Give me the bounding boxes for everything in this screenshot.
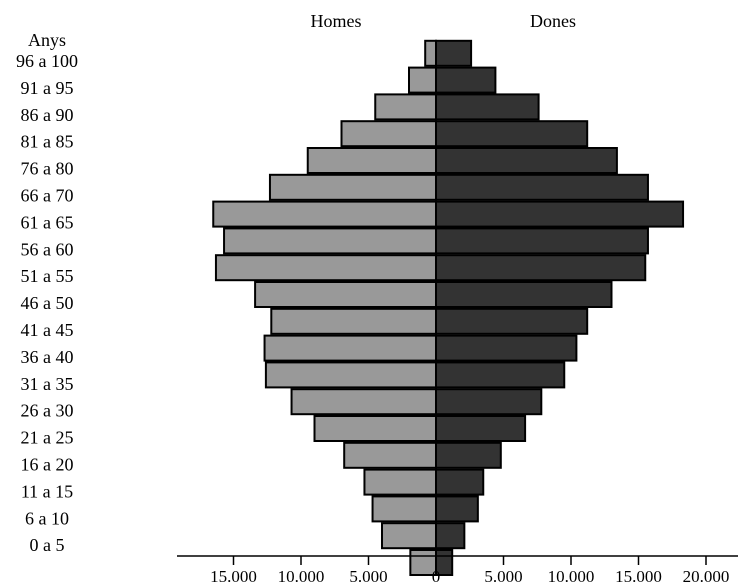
bar-homes (264, 361, 437, 389)
bars-homes (212, 39, 438, 576)
bar-dones (435, 173, 649, 201)
bar-dones (435, 281, 613, 308)
x-tick-label: 20.000 (683, 567, 730, 586)
bar-homes (313, 415, 437, 442)
age-group-label: 66 a 70 (21, 186, 74, 206)
bar-dones (435, 334, 578, 362)
bar-homes (374, 93, 437, 121)
bar-homes (343, 441, 438, 469)
bar-homes (214, 254, 437, 282)
x-tick-label: 5.000 (484, 567, 522, 586)
bar-dones (435, 468, 485, 496)
age-group-label: 46 a 50 (21, 293, 74, 313)
age-group-label: 96 a 100 (16, 51, 78, 71)
x-tick-label: 5.000 (349, 567, 387, 586)
bar-homes (263, 334, 437, 362)
bar-dones (435, 441, 502, 469)
age-group-label: 6 a 10 (25, 508, 69, 528)
bar-homes (409, 549, 438, 576)
bar-dones (435, 361, 566, 389)
x-tick-label: 15.000 (210, 567, 257, 586)
bar-dones (435, 495, 479, 523)
bar-dones (435, 227, 649, 255)
x-tick-label: 0 (432, 567, 441, 586)
bar-dones (435, 147, 618, 174)
age-group-label: 31 a 35 (21, 374, 74, 394)
bar-dones (435, 93, 540, 121)
bar-dones (435, 254, 647, 282)
bar-homes (306, 147, 437, 174)
bar-homes (371, 495, 437, 523)
bar-homes (381, 522, 437, 550)
age-group-labels: 96 a 100 91 a 95 86 a 90 81 a 85 76 a 80 66 a… (16, 51, 78, 555)
age-group-label: 81 a 85 (21, 132, 74, 152)
bar-dones (435, 522, 466, 550)
bar-homes (268, 173, 438, 201)
bar-homes (408, 66, 437, 94)
age-group-label: 11 a 15 (21, 481, 73, 501)
x-tick-label: 15.000 (615, 567, 662, 586)
bar-homes (363, 468, 438, 496)
age-group-label: 41 a 45 (21, 320, 74, 340)
y-axis-title: Anys (28, 30, 66, 50)
age-group-label: 16 a 20 (21, 455, 74, 475)
bar-dones (435, 200, 685, 228)
age-group-label: 91 a 95 (21, 78, 74, 98)
age-group-label: 36 a 40 (21, 347, 74, 367)
x-tick-label: 10.000 (548, 567, 595, 586)
bar-dones (435, 120, 589, 148)
bar-dones (435, 39, 473, 67)
bar-homes (270, 307, 437, 335)
bar-homes (223, 227, 437, 255)
bar-homes (254, 281, 437, 308)
x-axis-ticks: 15.000 10.000 5.000 0 5.000 10.000 15.000 20.00… (210, 556, 729, 586)
bar-homes (340, 120, 437, 148)
series-label-homes: Homes (311, 11, 362, 31)
age-group-label: 86 a 90 (21, 105, 74, 125)
bar-homes (212, 200, 437, 228)
age-group-label: 26 a 30 (21, 401, 74, 421)
age-group-label: 76 a 80 (21, 159, 74, 179)
bar-dones (435, 66, 497, 94)
age-group-label: 56 a 60 (21, 239, 74, 259)
bar-dones (435, 415, 527, 442)
bar-dones (435, 388, 543, 416)
bar-homes (290, 388, 437, 416)
age-group-label: 51 a 55 (21, 266, 74, 286)
bar-dones (435, 307, 589, 335)
age-group-label: 0 a 5 (30, 535, 65, 555)
age-group-label: 21 a 25 (21, 428, 74, 448)
x-tick-label: 10.000 (278, 567, 325, 586)
bars-dones (435, 39, 685, 576)
bar-homes (424, 39, 438, 67)
series-label-dones: Dones (530, 11, 576, 31)
age-group-label: 61 a 65 (21, 212, 74, 232)
